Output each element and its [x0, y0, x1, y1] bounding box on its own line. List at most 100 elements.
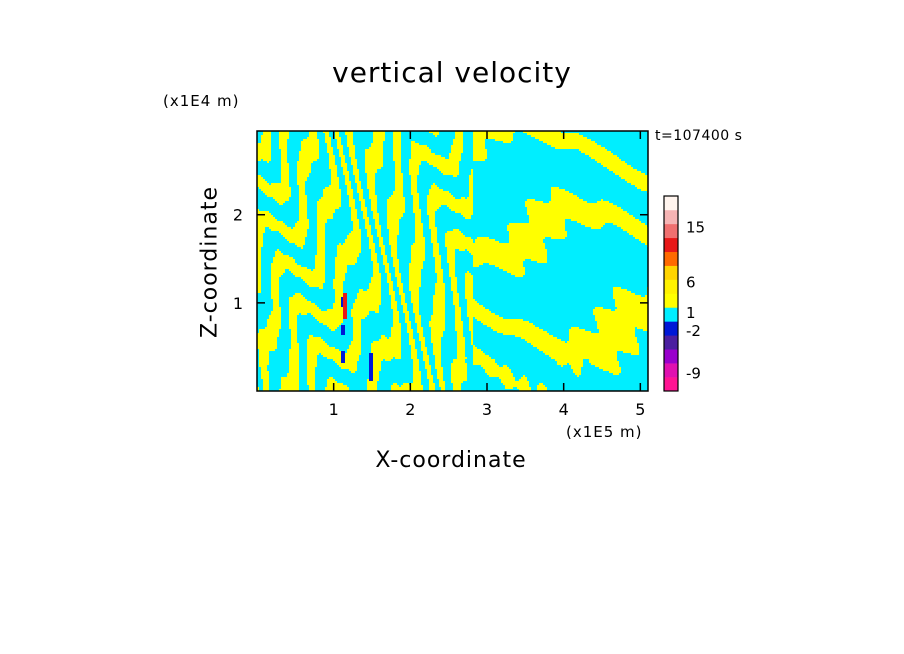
field-cell — [257, 219, 278, 222]
field-cell — [317, 365, 340, 368]
field-cell — [357, 261, 374, 264]
field-cell — [465, 291, 474, 294]
field-cell — [345, 277, 372, 280]
field-cell — [391, 247, 398, 250]
field-cell — [257, 317, 270, 320]
field-cell — [347, 307, 354, 310]
field-cell — [383, 161, 396, 164]
field-cell — [325, 243, 340, 246]
field-cell — [639, 349, 648, 352]
field-cell — [299, 219, 310, 222]
field-cell — [419, 169, 440, 172]
field-cell — [543, 329, 570, 332]
field-cell — [365, 203, 372, 206]
field-cell — [401, 343, 410, 346]
field-cell — [261, 139, 272, 142]
field-cell — [611, 309, 616, 312]
field-cell — [341, 203, 350, 206]
field-cell — [437, 229, 454, 232]
field-cell — [505, 385, 530, 388]
field-cell — [393, 285, 398, 288]
field-cell — [301, 247, 304, 250]
field-cell — [281, 275, 296, 278]
field-cell — [459, 305, 468, 308]
field-cell — [415, 229, 424, 232]
field-cell — [357, 295, 382, 298]
field-cell — [537, 385, 546, 388]
field-cell — [401, 169, 410, 172]
field-cell — [407, 309, 414, 312]
field-cell — [411, 193, 420, 196]
field-cell — [257, 241, 264, 244]
field-cell — [409, 285, 422, 288]
field-cell — [443, 375, 452, 378]
field-cell — [343, 283, 370, 286]
field-cell — [257, 167, 282, 170]
field-cell — [485, 369, 512, 372]
field-cell — [279, 137, 290, 140]
field-cell — [265, 229, 272, 232]
field-cell — [473, 285, 648, 288]
field-cell — [391, 333, 402, 336]
field-cell — [327, 147, 334, 150]
field-cell — [341, 357, 346, 360]
field-cell — [457, 355, 466, 358]
field-cell — [289, 131, 310, 134]
field-cell — [405, 201, 414, 204]
field-cell — [283, 253, 318, 256]
field-cell — [257, 323, 268, 326]
field-cell — [387, 277, 392, 280]
field-cell — [383, 259, 388, 262]
field-cell — [317, 239, 326, 242]
field-cell — [397, 251, 412, 254]
field-cell — [553, 335, 570, 338]
field-cell — [351, 161, 358, 164]
field-cell — [485, 143, 548, 146]
field-cell — [345, 275, 374, 278]
field-cell — [403, 213, 416, 216]
field-cell — [629, 213, 648, 216]
field-cell — [613, 291, 632, 294]
x-tick-label: 3 — [482, 400, 492, 419]
field-cell — [373, 365, 382, 368]
field-cell — [451, 149, 464, 152]
field-cell — [473, 323, 484, 326]
field-cell — [445, 283, 452, 286]
field-cell — [615, 173, 646, 176]
field-cell — [469, 271, 508, 274]
field-cell — [335, 163, 342, 166]
field-cell — [351, 341, 362, 344]
field-cell — [443, 331, 458, 334]
field-cell — [335, 209, 352, 212]
field-cell — [401, 341, 410, 344]
field-cell — [257, 389, 260, 391]
field-cell — [569, 335, 636, 338]
field-cell — [373, 267, 380, 270]
field-cell — [389, 265, 394, 268]
field-cell — [257, 137, 262, 140]
field-cell — [393, 259, 400, 262]
field-cell — [545, 353, 618, 356]
field-cell — [395, 183, 404, 186]
field-cell — [477, 301, 616, 304]
field-cell — [353, 335, 362, 338]
field-cell — [345, 355, 360, 358]
field-cell — [469, 183, 474, 186]
field-cell — [573, 193, 648, 196]
field-cell — [473, 329, 494, 332]
field-cell — [261, 281, 272, 284]
field-cell — [389, 237, 398, 240]
field-cell — [565, 341, 568, 344]
field-cell — [353, 133, 374, 136]
field-cell — [457, 283, 466, 286]
field-cell — [345, 131, 354, 134]
field-cell — [431, 333, 444, 336]
field-cell — [393, 261, 400, 264]
field-cell — [399, 225, 416, 228]
field-cell — [257, 149, 272, 152]
field-cell — [369, 377, 374, 380]
field-cell — [345, 133, 354, 136]
field-cell — [369, 197, 378, 200]
field-cell — [295, 275, 326, 278]
field-cell — [271, 137, 280, 140]
